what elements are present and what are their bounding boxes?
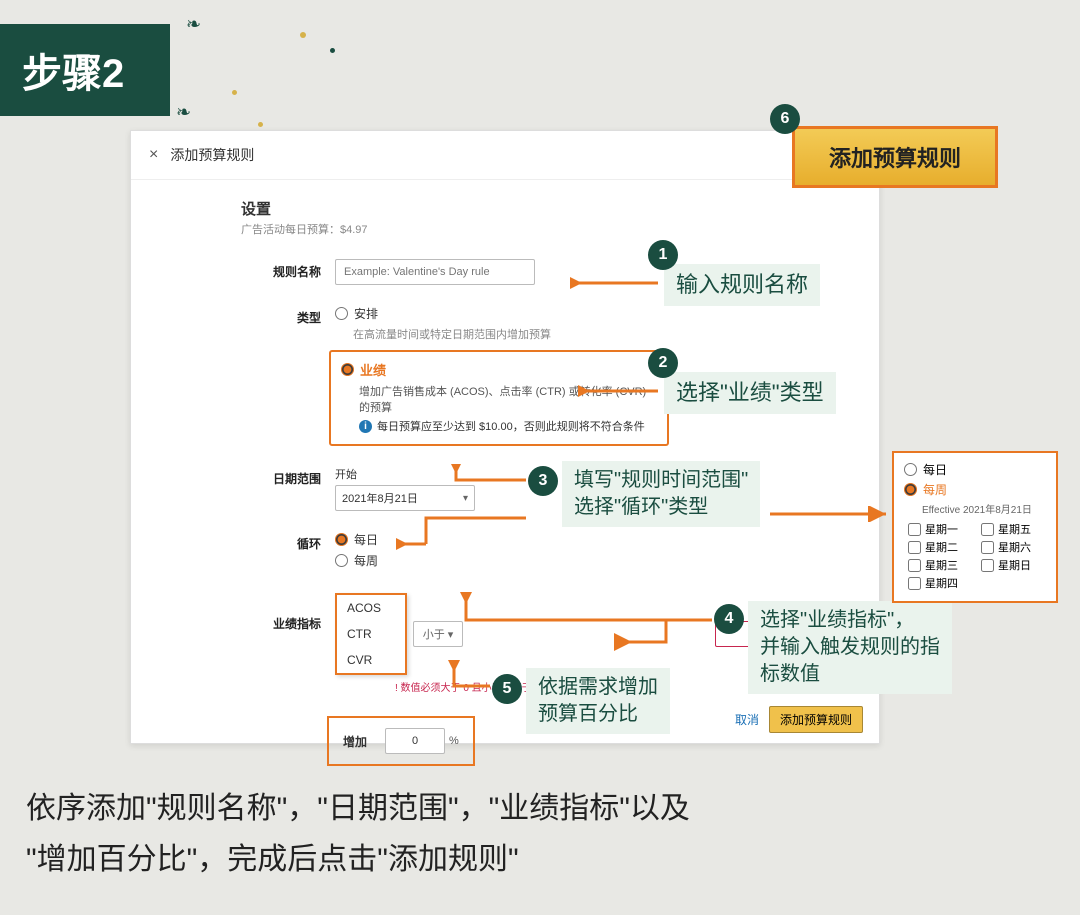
callout-2: 选择"业绩"类型 (664, 372, 836, 414)
recur-label: 循环 (241, 531, 321, 552)
day-sun[interactable]: 星期日 (981, 557, 1046, 573)
deco-dot-icon (258, 122, 263, 127)
deco-dot-icon (232, 90, 237, 95)
callout-5: 依据需求增加 预算百分比 (526, 668, 670, 734)
arrow-icon (578, 383, 660, 399)
arrow-icon (396, 464, 530, 554)
info-icon: i (359, 420, 372, 433)
deco-dot-icon (330, 48, 335, 53)
badge-5: 5 (492, 674, 522, 704)
date-label: 日期范围 (241, 466, 321, 487)
day-tue[interactable]: 星期二 (908, 539, 973, 555)
badge-2: 2 (648, 348, 678, 378)
recurrence-detail-box: 每日 每周 Effective 2021年8月21日 星期一 星期五 星期二 星… (892, 451, 1058, 603)
cancel-link[interactable]: 取消 (735, 711, 759, 728)
rule-name-input[interactable] (335, 259, 535, 285)
type-performance-text: 业绩 (360, 360, 386, 379)
settings-subtitle: 广告活动每日预算：$4.97 (241, 221, 849, 237)
increase-box: 增加 % (327, 716, 475, 766)
badge-1: 1 (648, 240, 678, 270)
recur-effective: Effective 2021年8月21日 (922, 501, 1046, 516)
recur2-daily-text: 每日 (923, 461, 947, 478)
arrow-icon (768, 506, 892, 522)
recur2-weekly-text: 每周 (923, 481, 947, 498)
increase-suffix: % (449, 735, 459, 747)
recur2-daily-radio[interactable]: 每日 (904, 461, 1046, 478)
rule-name-label: 规则名称 (241, 259, 321, 280)
settings-heading: 设置 (241, 198, 849, 219)
big-add-rule-button[interactable]: 添加预算规则 (792, 126, 998, 188)
day-mon[interactable]: 星期一 (908, 521, 973, 537)
metric-option-acos[interactable]: ACOS (337, 595, 405, 621)
deco-leaf-icon: ❧ (176, 102, 191, 123)
day-thu[interactable]: 星期四 (908, 575, 973, 591)
metric-dropdown[interactable]: ACOS CTR CVR (335, 593, 407, 675)
arrow-icon (434, 660, 494, 700)
badge-6: 6 (770, 104, 800, 134)
type-schedule-text: 安排 (354, 305, 378, 322)
type-performance-info: i 每日预算应至少达到 $10.00，否则此规则将不符合条件 (359, 418, 655, 434)
type-schedule-radio[interactable]: 安排 (335, 305, 849, 322)
row-recur: 循环 每日 每周 (241, 531, 849, 573)
callout-4: 选择"业绩指标"， 并输入触发规则的指 标数值 (748, 601, 952, 694)
day-sat[interactable]: 星期六 (981, 539, 1046, 555)
recur-daily-text: 每日 (354, 531, 378, 548)
type-info-text: 每日预算应至少达到 $10.00，否则此规则将不符合条件 (377, 418, 645, 434)
metric-option-cvr[interactable]: CVR (337, 647, 405, 673)
badge-4: 4 (714, 604, 744, 634)
deco-leaf-icon: ❧ (186, 14, 201, 35)
type-performance-radio[interactable]: 业绩 (341, 360, 655, 379)
recur-weekly-text: 每周 (354, 552, 378, 569)
type-schedule-hint: 在高流量时间或特定日期范围内增加预算 (353, 326, 849, 342)
day-fri[interactable]: 星期五 (981, 521, 1046, 537)
days-grid: 星期一 星期五 星期二 星期六 星期三 星期日 星期四 (908, 521, 1046, 591)
recur2-weekly-radio[interactable]: 每周 (904, 481, 1046, 498)
callout-1: 输入规则名称 (664, 264, 820, 306)
metric-option-ctr[interactable]: CTR (337, 621, 405, 647)
day-wed[interactable]: 星期三 (908, 557, 973, 573)
type-label: 类型 (241, 305, 321, 326)
step-banner: 步骤2 (0, 24, 170, 116)
close-icon[interactable]: × (149, 146, 158, 164)
callout-3: 填写"规则时间范围" 选择"循环"类型 (562, 461, 760, 527)
metric-label: 业绩指标 (241, 593, 321, 632)
recur-weekly-radio[interactable]: 每周 (335, 552, 849, 569)
increase-input[interactable] (385, 728, 445, 754)
submit-button[interactable]: 添加预算规则 (769, 706, 863, 733)
badge-3: 3 (528, 466, 558, 496)
panel-title: 添加预算规则 (170, 145, 254, 165)
arrow-icon (570, 275, 660, 291)
increase-label: 增加 (343, 733, 367, 750)
bottom-instruction: 依序添加"规则名称"，"日期范围"，"业绩指标"以及 "增加百分比"，完成后点击… (26, 783, 1056, 885)
panel-footer: 取消 添加预算规则 (735, 706, 863, 733)
panel-header: × 添加预算规则 (131, 131, 879, 180)
arrow-icon (406, 592, 716, 652)
deco-dot-icon (300, 32, 306, 38)
